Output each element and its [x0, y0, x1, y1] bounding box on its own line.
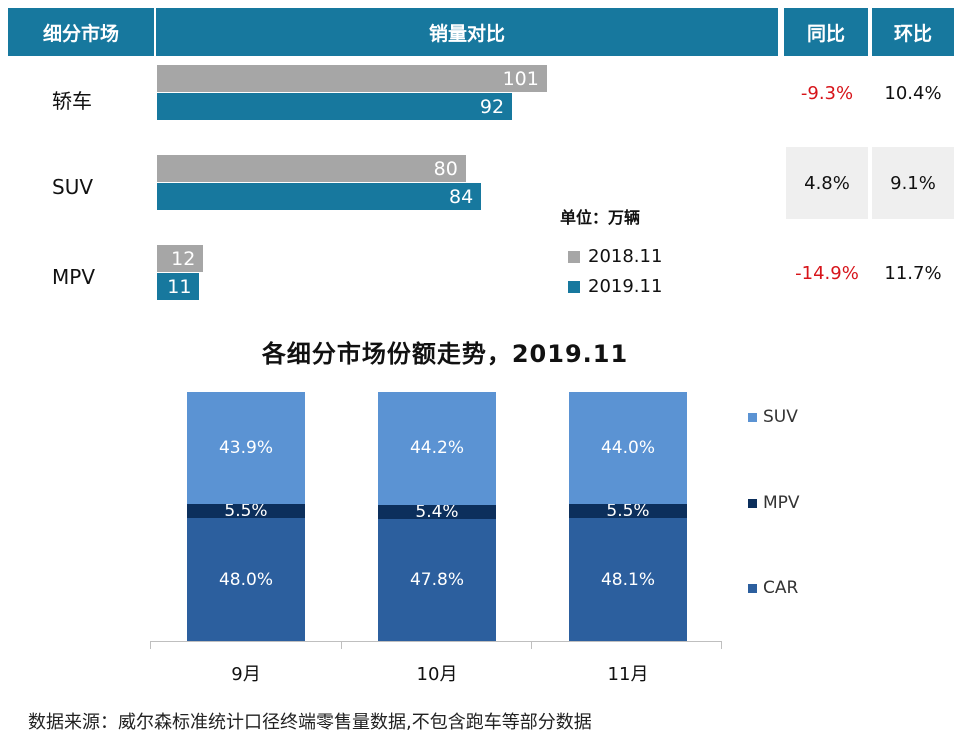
legend-swatch-suv [748, 412, 757, 422]
x-tick-label-0: 9月 [231, 664, 261, 685]
yoy-cell-0: -9.3% [800, 82, 854, 104]
row-label-0: 轿车 [52, 89, 92, 113]
segment-car-2: 48.1% [569, 518, 687, 641]
header-yoy: 同比 [784, 8, 868, 56]
legend-label-mpv: MPV [763, 493, 800, 513]
legend-label-2019: 2019.11 [588, 276, 663, 297]
segment-car-1: 47.8% [378, 518, 496, 641]
bar-2019-1: 84 [157, 183, 482, 210]
x-tick-label-2: 11月 [607, 664, 649, 685]
bar-2018-1: 80 [157, 155, 466, 182]
unit-label: 单位：万辆 [560, 208, 641, 227]
mom-cell-0: 10.4% [884, 82, 942, 104]
mom-cell-2: 11.7% [884, 262, 942, 284]
share-chart-title: 各细分市场份额走势，2019.11 [261, 340, 629, 368]
mom-cell-1: 9.1% [872, 147, 954, 219]
x-tick-2 [531, 641, 532, 649]
segment-suv-0: 43.9% [187, 392, 305, 505]
header-volume: 销量对比 [156, 8, 778, 56]
yoy-cell-1: 4.8% [786, 147, 868, 219]
legend-car: CAR [748, 578, 798, 598]
yoy-cell-2: -14.9% [795, 262, 859, 284]
segment-suv-2: 44.0% [569, 392, 687, 505]
x-tick-label-1: 10月 [416, 664, 458, 685]
x-tick-3 [721, 641, 722, 649]
x-tick-0 [150, 641, 151, 649]
header-mom: 环比 [872, 8, 954, 56]
segment-mpv-1: 5.4% [378, 502, 496, 522]
legend-label-2018: 2018.11 [588, 246, 663, 267]
data-source-note: 数据来源：威尔森标准统计口径终端零售量数据,不包含跑车等部分数据 [28, 712, 592, 733]
segment-mpv-0: 5.5% [187, 501, 305, 521]
legend-swatch-mpv [748, 498, 757, 508]
legend-suv: SUV [748, 407, 798, 427]
legend-mpv: MPV [748, 493, 800, 513]
bar-2018-0: 101 [157, 65, 547, 92]
bar-2018-2: 12 [157, 245, 204, 272]
x-tick-1 [341, 641, 342, 649]
row-label-1: SUV [52, 175, 94, 199]
segment-suv-1: 44.2% [378, 392, 496, 505]
bar-2019-0: 92 [157, 93, 513, 120]
legend-swatch-car [748, 583, 757, 593]
bar-2019-2: 11 [157, 273, 200, 300]
legend-2019: 2019.11 [568, 276, 662, 297]
row-label-2: MPV [52, 265, 95, 289]
legend-swatch-2018 [568, 250, 580, 263]
legend-2018: 2018.11 [568, 246, 662, 267]
legend-label-car: CAR [763, 578, 799, 598]
x-axis-line [150, 641, 722, 642]
header-segment: 细分市场 [8, 8, 154, 56]
segment-mpv-2: 5.5% [569, 501, 687, 521]
segment-car-0: 48.0% [187, 518, 305, 641]
legend-label-suv: SUV [763, 407, 798, 427]
legend-swatch-2019 [568, 280, 580, 293]
